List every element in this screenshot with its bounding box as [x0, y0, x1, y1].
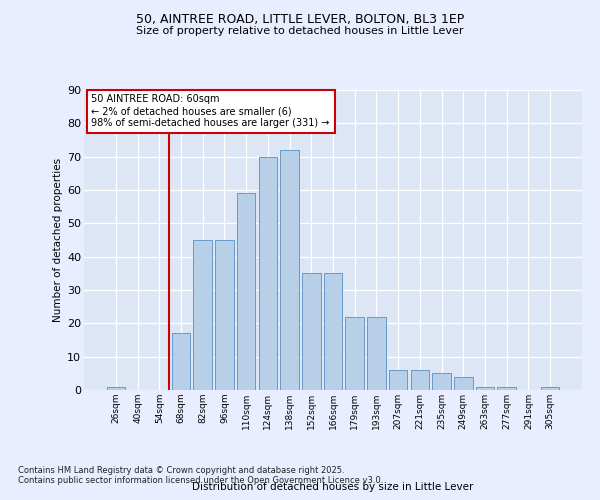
Bar	[193, 240, 212, 390]
Bar	[346, 316, 364, 390]
Bar	[454, 376, 473, 390]
Y-axis label: Number of detached properties: Number of detached properties	[53, 158, 63, 322]
Bar	[541, 386, 559, 390]
Text: 50, AINTREE ROAD, LITTLE LEVER, BOLTON, BL3 1EP: 50, AINTREE ROAD, LITTLE LEVER, BOLTON, …	[136, 12, 464, 26]
Bar	[324, 274, 342, 390]
Bar	[367, 316, 386, 390]
Bar	[476, 386, 494, 390]
Bar	[497, 386, 516, 390]
Bar	[172, 334, 190, 390]
Bar	[433, 374, 451, 390]
Bar	[389, 370, 407, 390]
Text: 50 AINTREE ROAD: 60sqm
← 2% of detached houses are smaller (6)
98% of semi-detac: 50 AINTREE ROAD: 60sqm ← 2% of detached …	[91, 94, 330, 128]
Bar	[280, 150, 299, 390]
Text: Size of property relative to detached houses in Little Lever: Size of property relative to detached ho…	[136, 26, 464, 36]
Text: Contains HM Land Registry data © Crown copyright and database right 2025.
Contai: Contains HM Land Registry data © Crown c…	[18, 466, 383, 485]
Bar	[302, 274, 320, 390]
Text: Distribution of detached houses by size in Little Lever: Distribution of detached houses by size …	[193, 482, 473, 492]
Bar	[107, 386, 125, 390]
Bar	[215, 240, 233, 390]
Bar	[237, 194, 256, 390]
Bar	[259, 156, 277, 390]
Bar	[410, 370, 429, 390]
